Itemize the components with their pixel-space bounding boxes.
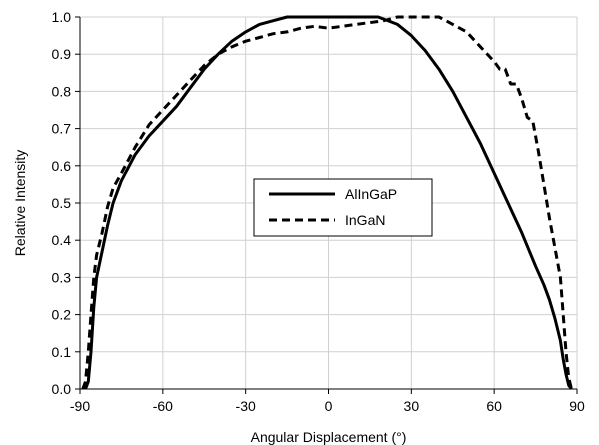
legend-label-alingap: AlInGaP [345,186,397,202]
series-layer [81,15,573,390]
axes [75,16,578,394]
x-tick-label-5: 60 [486,398,502,414]
grid-horizontal [80,16,577,353]
y-tick-label-2: 0.2 [52,307,72,323]
x-tick-label-3: 0 [325,398,333,414]
x-tick-label-4: 30 [404,398,420,414]
y-tick-label-5: 0.5 [52,195,72,211]
x-tick-label-2: -30 [236,398,256,414]
legend-box [253,178,433,237]
x-tick-label-1: -60 [153,398,173,414]
x-tick-label-0: -90 [70,398,90,414]
y-tick-labels: 0.0 0.1 0.2 0.3 0.4 0.5 0.6 0.7 0.8 0.9 1.0 [52,9,72,397]
y-tick-label-6: 0.6 [52,158,72,174]
series-line-ingan [81,15,573,390]
series-line-alingap [84,15,573,390]
x-tick-labels: -90 -60 -30 0 30 60 90 [70,398,585,414]
y-tick-label-8: 0.8 [52,83,72,99]
legend: AlInGaP InGaN [253,178,433,237]
y-tick-label-3: 0.3 [52,269,72,285]
x-tick-label-6: 90 [569,398,585,414]
y-tick-label-9: 0.9 [52,46,72,62]
y-tick-label-0: 0.0 [52,381,72,397]
y-axis-label: Relative Intensity [12,150,28,257]
x-axis-label: Angular Displacement (°) [251,429,407,445]
y-tick-label-4: 0.4 [52,232,72,248]
legend-label-ingan: InGaN [345,212,385,228]
y-tick-label-1: 0.1 [52,344,72,360]
y-tick-label-10: 1.0 [52,9,72,25]
y-tick-label-7: 0.7 [52,121,72,137]
